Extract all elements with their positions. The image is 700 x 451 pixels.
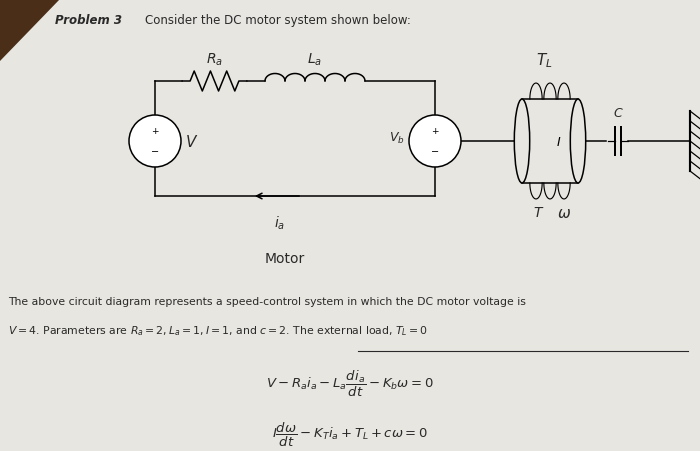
Ellipse shape <box>514 100 530 184</box>
Text: $\omega$: $\omega$ <box>557 206 571 221</box>
Text: $V$: $V$ <box>185 133 198 150</box>
Text: $V_b$: $V_b$ <box>389 130 405 145</box>
Text: $i_a$: $i_a$ <box>274 215 286 232</box>
Text: Consider the DC motor system shown below:: Consider the DC motor system shown below… <box>145 14 411 27</box>
Text: $T_L$: $T_L$ <box>536 51 553 70</box>
Ellipse shape <box>570 100 586 184</box>
Text: $C$: $C$ <box>612 107 623 120</box>
Text: +: + <box>151 126 159 135</box>
Polygon shape <box>0 0 60 62</box>
Text: −: − <box>151 147 159 156</box>
Text: $R_a$: $R_a$ <box>206 51 223 68</box>
Text: $L_a$: $L_a$ <box>307 51 323 68</box>
Circle shape <box>409 116 461 168</box>
Text: $T$: $T$ <box>533 206 545 220</box>
Text: Motor: Motor <box>265 252 305 265</box>
Text: +: + <box>431 126 439 135</box>
Text: −: − <box>431 147 439 156</box>
Text: $V - R_a i_a - L_a \dfrac{di_a}{dt} - K_b\omega = 0$: $V - R_a i_a - L_a \dfrac{di_a}{dt} - K_… <box>266 368 434 398</box>
Circle shape <box>129 116 181 168</box>
Text: Problem 3: Problem 3 <box>55 14 122 27</box>
Text: $I\dfrac{d\omega}{dt} - K_T i_a + T_L + c\omega = 0$: $I\dfrac{d\omega}{dt} - K_T i_a + T_L + … <box>272 420 428 448</box>
Text: $V=4$. Parameters are $R_a=2, L_a=1, I=1$, and $c=2$. The external load, $T_L=0$: $V=4$. Parameters are $R_a=2, L_a=1, I=1… <box>8 323 428 337</box>
Text: The above circuit diagram represents a speed-control system in which the DC moto: The above circuit diagram represents a s… <box>8 296 526 306</box>
Bar <box>522 100 578 184</box>
Text: $I$: $I$ <box>556 135 561 148</box>
